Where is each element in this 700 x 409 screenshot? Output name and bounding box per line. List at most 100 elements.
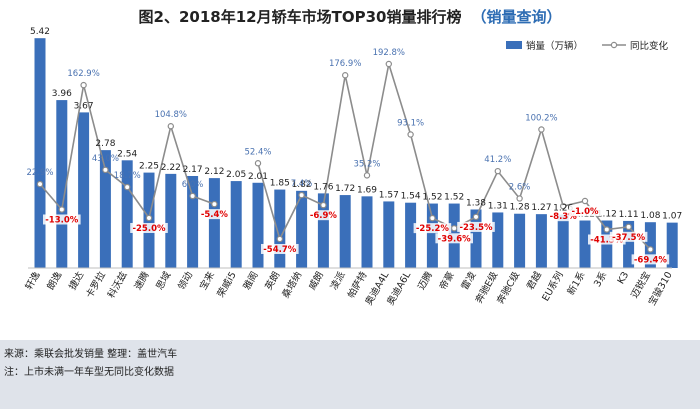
x-tick-4: 卡罗拉 (83, 269, 108, 300)
bar-26 (579, 220, 591, 268)
yoy-label-5: 18.7% (114, 171, 141, 181)
bar-8 (187, 175, 199, 268)
x-tick-9: 宝来 (197, 269, 217, 292)
x-tick-20: 帝豪 (437, 270, 457, 292)
yoy-label-16: 35.2% (353, 159, 380, 169)
bar-2 (56, 100, 68, 268)
bar-23 (514, 213, 526, 268)
yoy-point-27 (603, 226, 611, 233)
yoy-point-4 (102, 166, 109, 174)
yoy-label-bg-29 (631, 254, 670, 265)
bar-17 (383, 201, 395, 268)
yoy-label-8: 6.0% (182, 180, 204, 190)
yoy-point-11 (254, 160, 262, 167)
bar-19 (426, 203, 438, 268)
bar-label-2: 3.96 (52, 89, 72, 99)
x-tick-11: 雅阁 (241, 270, 261, 292)
bar-label-27: 1.12 (597, 210, 617, 220)
bar-label-9: 2.12 (204, 167, 224, 177)
x-tick-13: 桑塔纳 (280, 270, 305, 301)
yoy-point-2 (58, 206, 66, 213)
yoy-label-6: -25.0% (132, 224, 165, 234)
x-tick-14: 威朗 (306, 270, 326, 292)
bar-label-17: 1.57 (379, 190, 399, 200)
bar-13 (296, 190, 308, 268)
bar-label-23: 1.28 (510, 203, 530, 213)
bar-4 (99, 150, 111, 268)
footer-source: 来源：乘联会批发销量 整理：盖世汽车 (4, 349, 178, 360)
yoy-label-15: 176.9% (329, 59, 361, 69)
bar-label-25: 1.26 (553, 204, 573, 214)
yoy-label-12: -54.7% (263, 245, 296, 255)
bar-21 (470, 209, 482, 268)
yoy-point-12 (276, 235, 283, 243)
footer: 来源：乘联会批发销量 整理：盖世汽车 注：上市未满一年车型无同比变化数据 (0, 340, 700, 409)
bar-label-3: 3.67 (74, 101, 94, 111)
yoy-point-7 (167, 123, 174, 130)
yoy-label-11: 52.4% (244, 147, 271, 157)
chart-title: 图2、2018年12月轿车市场TOP30销量排行榜 （销量查询） (0, 6, 700, 27)
bar-label-22: 1.31 (488, 201, 508, 211)
bar-30 (666, 222, 678, 268)
yoy-label-23: 2.6% (509, 182, 531, 192)
bar-22 (492, 212, 504, 268)
yoy-point-13 (298, 191, 305, 199)
yoy-label-20: -39.6% (438, 234, 471, 244)
x-tick-29: 迈锐宝 (628, 270, 653, 301)
yoy-point-19 (429, 214, 436, 222)
legend-line-marker (610, 41, 618, 49)
bar-29 (644, 222, 656, 268)
yoy-label-28: -37.5% (612, 233, 645, 243)
bar-label-24: 1.27 (531, 203, 551, 213)
x-tick-5: 科沃兹 (105, 269, 130, 300)
yoy-label-9: -5.4% (201, 210, 229, 220)
yoy-point-24 (538, 126, 545, 133)
yoy-point-26 (581, 197, 589, 205)
x-tick-2: 朗逸 (44, 269, 64, 292)
bar-11 (252, 182, 264, 268)
yoy-label-17: 192.8% (373, 48, 405, 58)
bar-label-19: 1.52 (422, 193, 442, 203)
x-tick-6: 速腾 (132, 269, 152, 292)
yoy-label-bg-21 (457, 221, 495, 232)
line-series (36, 60, 654, 253)
yoy-label-bg-25 (547, 211, 580, 222)
bar-label-8: 2.17 (183, 165, 203, 175)
bar-label-11: 2.01 (248, 172, 268, 182)
bar-3 (78, 112, 90, 268)
bar-28 (623, 220, 635, 268)
yoy-label-4: 43.0% (92, 154, 119, 164)
bar-label-10: 2.05 (226, 170, 246, 180)
yoy-label-18: 93.1% (397, 118, 424, 128)
yoy-label-24: 100.2% (525, 113, 557, 123)
yoy-label-25: -8.3% (550, 212, 578, 222)
x-tick-15: 凌派 (328, 269, 348, 292)
bar-label-5: 2.54 (117, 149, 137, 159)
yoy-label-13: 7.4% (291, 179, 313, 189)
bar-9 (208, 178, 220, 268)
legend-line-label: 同比变化 (630, 40, 669, 52)
yoy-label-7: 104.8% (155, 110, 187, 120)
bar-25 (557, 214, 569, 268)
yoy-point-18 (407, 131, 414, 138)
yoy-label-bg-19 (413, 223, 452, 234)
yoy-label-29: -69.4% (634, 255, 667, 265)
sales-query-link[interactable]: （销量查询） (471, 8, 562, 26)
x-tick-21: 雷凌 (459, 269, 479, 292)
yoy-point-8 (189, 192, 196, 200)
yoy-label-bg-28 (609, 231, 648, 242)
bar-label-21: 1.38 (466, 198, 486, 208)
yoy-point-28 (625, 223, 632, 231)
legend: 销量（万辆） 同比变化 (506, 40, 669, 52)
footer-note: 注：上市未满一年车型无同比变化数据 (4, 367, 174, 378)
bar-18 (405, 202, 417, 268)
yoy-label-bg-20 (435, 233, 473, 244)
bar-label-20: 1.52 (444, 193, 464, 203)
bar-24 (535, 214, 547, 268)
yoy-label-21: -23.5% (459, 223, 492, 233)
yoy-label-bg-27 (588, 234, 626, 245)
x-tick-12: 英朗 (262, 270, 282, 292)
yoy-point-15 (342, 72, 349, 79)
yoy-point-29 (647, 246, 654, 253)
